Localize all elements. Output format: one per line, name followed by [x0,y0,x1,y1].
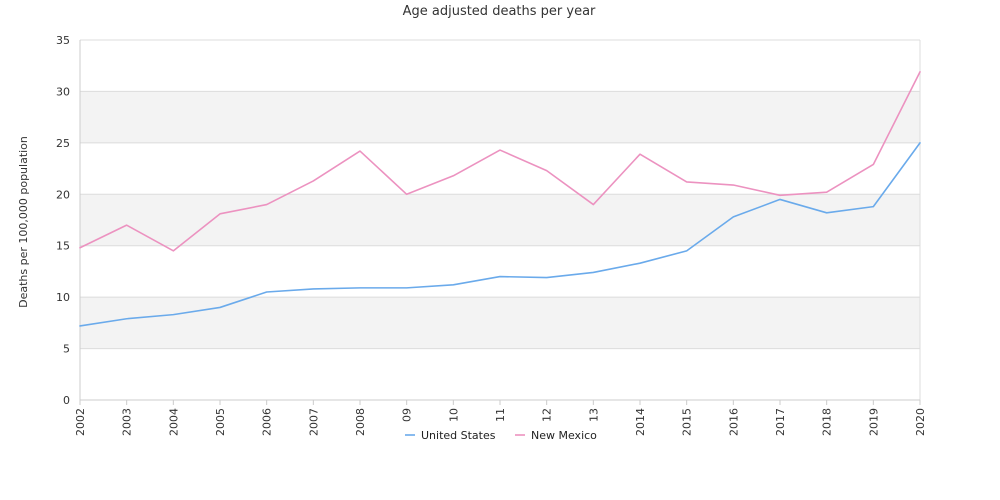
x-tick-label: 12 [541,408,554,422]
y-tick-label: 25 [56,137,70,150]
x-tick-label: 2018 [821,408,834,436]
legend: United States New Mexico [405,429,597,442]
y-tick-label: 35 [56,34,70,47]
series-line-united-states [79,142,921,327]
x-tick-label: 2007 [307,408,320,436]
x-tick-label: 2016 [727,408,740,436]
y-axis-ticks: 0 5 10 15 20 25 30 35 [56,34,70,407]
x-tick-label: 2019 [867,408,880,436]
series-line-new-mexico [79,71,921,252]
plot-band [80,194,920,246]
x-tick-label: 11 [494,408,507,422]
x-tick-label: 2003 [121,408,134,436]
x-tick-label: 10 [447,408,460,422]
x-tick-label: 2015 [681,408,694,436]
x-tick-label: 2005 [214,408,227,436]
x-tick-label: 2008 [354,408,367,436]
y-tick-label: 0 [63,394,70,407]
chart-title: Age adjusted deaths per year [403,4,596,19]
x-tick-label: 09 [401,408,414,422]
plot-band [80,91,920,143]
y-tick-label: 5 [63,343,70,356]
y-tick-label: 30 [56,85,70,98]
legend-label: New Mexico [531,429,597,442]
x-tick-label: 2006 [261,408,274,436]
y-tick-label: 15 [56,240,70,253]
plot-band [80,297,920,349]
y-tick-label: 10 [56,291,70,304]
x-tick-label: 2002 [74,408,87,436]
x-tick-label: 2014 [634,408,647,436]
x-tick-label: 13 [587,408,600,422]
x-tick-label: 2020 [914,408,927,436]
y-tick-label: 20 [56,188,70,201]
legend-label: United States [421,429,496,442]
plot-background-bands [80,91,920,349]
y-axis-label: Deaths per 100,000 population [17,136,30,308]
series-lines [79,71,921,327]
x-tick-label: 2017 [774,408,787,436]
x-tick-label: 2004 [167,408,180,436]
x-axis-ticks: 2002 2003 2004 2005 2006 2007 2008 09 10 11 12 13 20… [74,400,927,436]
